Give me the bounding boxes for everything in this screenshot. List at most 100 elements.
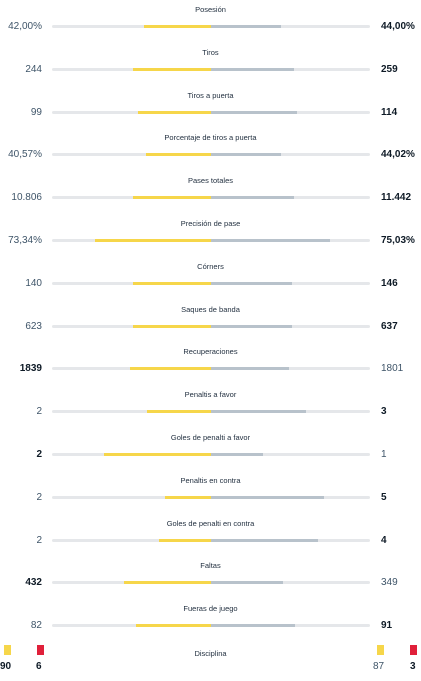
home-value: 40,57% [8,149,42,161]
home-bar-fill [104,453,211,456]
home-value: 1839 [19,363,42,375]
away-bar-fill [211,25,281,28]
stat-label: Penaltis en contra [180,475,241,485]
away-bar-fill [211,324,293,328]
stat-label: Posesión [195,5,226,14]
stat-row: Precisión de pase 73,34% 75,03% [0,219,421,262]
away-value: 5 [381,491,387,503]
away-value: 44,02% [381,149,415,161]
stat-label: Porcentaje de tiros a puerta [164,133,257,143]
stat-row: Saques de banda 623 637 [0,305,421,348]
away-value: 146 [381,277,398,289]
comparison-bar [52,239,370,242]
stat-row: Fueras de juego 82 91 [0,604,421,647]
home-value: 82 [30,620,42,632]
discipline-label: Disciplina [194,649,227,658]
stat-row: Tiros 244 259 [0,48,421,91]
stat-label: Tiros [202,47,219,57]
home-value: 244 [25,63,42,75]
stat-label: Tiros a puerta [187,90,234,100]
home-value: 10.806 [11,192,42,204]
away-bar-fill [211,153,281,157]
stat-label: Faltas [200,561,221,571]
home-bar-fill [129,367,211,371]
stat-label: Pases totales [187,176,234,186]
home-value: 42,00% [8,21,42,32]
stat-row: Tiros a puerta 99 114 [0,91,421,134]
away-bar-fill [211,624,296,628]
home-bar-fill [158,538,211,542]
home-bar-fill [136,624,211,628]
stat-row: Penaltis a favor 2 3 [0,390,421,433]
home-value: 2 [36,491,42,503]
home-value: 2 [36,406,42,418]
away-value: 11.442 [381,192,412,204]
away-value: 4 [381,534,387,546]
away-bar-fill [211,410,307,414]
home-bar-fill [144,25,211,28]
away-value: 1 [381,449,387,460]
comparison-bar [52,624,370,628]
comparison-bar [52,196,370,200]
comparison-bar [52,538,370,542]
stat-label: Precisión de pase [180,219,241,228]
comparison-bar [52,67,370,71]
away-yellow-count: 87 [373,661,385,672]
away-bar-fill [211,239,331,242]
comparison-bar [52,495,370,499]
home-value: 2 [36,534,42,546]
away-value: 1801 [381,363,404,375]
home-value: 99 [30,106,42,118]
stat-label: Córners [197,261,224,271]
stat-row: Córners 140 146 [0,262,421,305]
home-value: 140 [25,277,42,289]
away-bar-fill [211,367,289,371]
stat-row: Pases totales 10.806 11.442 [0,176,421,219]
away-value: 3 [381,406,387,418]
comparison-bar [52,367,370,371]
stat-row: Faltas 432 349 [0,561,421,604]
comparison-bar [52,581,370,585]
away-bar-fill [211,196,294,200]
away-yellow-card-icon [377,645,384,655]
comparison-bar [52,453,370,456]
home-value: 432 [25,577,42,589]
home-value: 73,34% [8,235,42,246]
away-value: 637 [381,320,398,332]
stat-label: Goles de penalti en contra [166,518,255,528]
comparison-bar [52,324,370,328]
stat-row: Posesión 42,00% 44,00% [0,5,421,48]
away-bar-fill [211,495,324,499]
away-bar-fill [211,281,293,285]
stat-label: Recuperaciones [183,347,238,357]
home-bar-fill [147,410,211,414]
home-bar-fill [94,239,211,242]
home-bar-fill [133,196,211,200]
stat-label: Fueras de juego [183,604,238,614]
comparison-bar [52,281,370,285]
comparison-bar [52,25,370,28]
home-bar-fill [133,281,211,285]
home-value: 623 [25,320,42,332]
away-value: 91 [381,620,393,632]
stat-label: Penaltis a favor [184,390,237,400]
stat-label: Saques de banda [181,304,240,314]
stat-label: Goles de penalti a favor [170,433,251,442]
home-yellow-card-icon [4,645,11,655]
home-red-card-icon [37,645,44,655]
stat-row: Goles de penalti a favor 2 1 [0,433,421,476]
stat-row: Penaltis en contra 2 5 [0,476,421,519]
home-bar-fill [133,67,211,71]
comparison-bar [52,110,370,114]
away-red-count: 3 [410,661,416,672]
stat-row: Porcentaje de tiros a puerta 40,57% 44,02% [0,133,421,176]
home-yellow-count: 90 [0,661,12,672]
home-bar-fill [133,324,211,328]
away-red-card-icon [410,645,417,655]
away-value: 259 [381,63,398,75]
home-bar-fill [137,110,211,114]
home-red-count: 6 [36,661,42,672]
away-bar-fill [211,67,294,71]
away-value: 75,03% [381,235,415,246]
discipline-row: 90 6 Disciplina 87 3 [0,644,421,681]
